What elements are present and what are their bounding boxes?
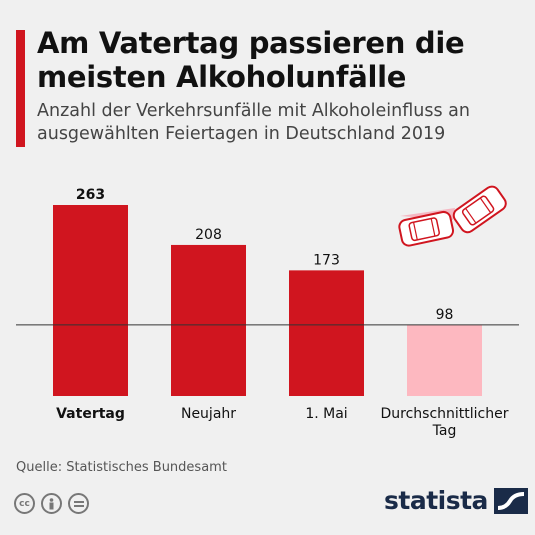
bar-3 <box>289 270 364 396</box>
data-label-1: 263 <box>76 187 105 203</box>
category-label-4: Durchschnittlicher <box>381 406 509 422</box>
person-icon[interactable] <box>41 493 62 514</box>
logo-text: statista <box>384 486 488 515</box>
statista-logo[interactable]: statista <box>384 486 528 515</box>
bar-chart: 263 Vatertag 208 Neujahr 173 1. Mai 98 Durchsch… <box>16 187 519 439</box>
car-crash-icon <box>398 185 507 247</box>
license-icons: cc <box>14 493 89 514</box>
data-label-3: 173 <box>313 252 340 268</box>
data-label-4: 98 <box>436 307 454 323</box>
chart-subtitle: Anzahl der Verkehrsunfälle mit Alkoholei… <box>37 101 470 144</box>
bar-4 <box>407 324 482 396</box>
equal-icon[interactable] <box>68 493 89 514</box>
accent-bar <box>16 30 25 147</box>
chart-title: Am Vatertag passieren die meisten Alkoho… <box>37 26 465 94</box>
bar-2 <box>171 244 246 396</box>
category-label-4: Tag <box>432 423 457 439</box>
category-label-2: Neujahr <box>181 406 236 422</box>
cc-icon[interactable]: cc <box>14 493 35 514</box>
category-label-1: Vatertag <box>56 406 125 422</box>
bar-1 <box>53 205 128 396</box>
category-label-3: 1. Mai <box>305 406 347 422</box>
data-label-2: 208 <box>195 227 222 243</box>
logo-mark-icon <box>493 487 528 514</box>
source-note: Quelle: Statistisches Bundesamt <box>16 460 227 475</box>
